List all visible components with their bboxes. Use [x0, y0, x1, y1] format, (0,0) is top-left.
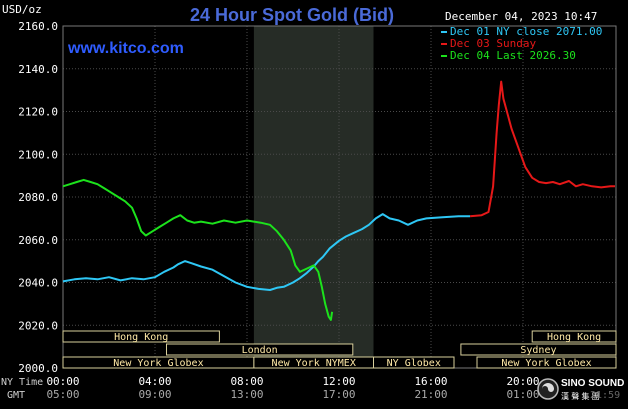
x-tick-label-gmt: 09:00 — [138, 388, 171, 401]
y-tick-label: 2040.0 — [18, 277, 58, 290]
sino-sound-watermark: SINO SOUND 漢 聲 集 團 21:59 — [537, 378, 624, 401]
legend-entry: Dec 03 Sunday — [450, 37, 536, 50]
ny-time-row-label: NY Time — [1, 377, 43, 388]
gmt-row-label: GMT — [7, 390, 25, 401]
x-tick-label-gmt: 01:00 — [506, 388, 539, 401]
trading-session-box — [531, 330, 617, 343]
watermark-subtext: 漢 聲 集 團 — [561, 391, 600, 401]
trading-sessions: Hong Kong Hong Kong London Sydney New York G… — [62, 330, 617, 369]
nymex-session-highlight — [253, 26, 374, 368]
legend-entry: Dec 01 NY close 2071.00 — [450, 25, 602, 38]
trading-session-label: NY Globex — [387, 358, 441, 369]
x-tick-label-ny: 00:00 — [46, 375, 79, 388]
y-tick-label: 2120.0 — [18, 106, 58, 119]
trading-session-label: Hong Kong — [114, 332, 168, 343]
sino-sound-logo-swirl — [542, 383, 554, 392]
trading-session-label: Sydney — [520, 345, 556, 356]
trading-session-label: Hong Kong — [547, 332, 601, 343]
series-line-1 — [470, 80, 615, 218]
legend-entry: Dec 04 Last 2026.30 — [450, 49, 576, 62]
trading-session-box — [476, 356, 617, 369]
y-axis-ticks: 2000.0 2020.0 2040.0 2060.0 2080.0 2100.0 2120… — [18, 20, 58, 375]
x-tick-label-gmt: 05:00 — [46, 388, 79, 401]
watermark-partial-time: 21:59 — [590, 390, 620, 401]
x-tick-label-gmt: 17:00 — [322, 388, 355, 401]
y-tick-label: 2000.0 — [18, 362, 58, 375]
watermark-text: SINO SOUND — [561, 378, 624, 389]
y-tick-label: 2160.0 — [18, 20, 58, 33]
x-tick-label-ny: 16:00 — [414, 375, 447, 388]
timestamp-label: December 04, 2023 10:47 — [445, 10, 597, 23]
trading-session-label: New York Globex — [501, 358, 591, 369]
y-tick-label: 2020.0 — [18, 319, 58, 332]
x-tick-label-gmt: 13:00 — [230, 388, 263, 401]
y-tick-label: 2080.0 — [18, 191, 58, 204]
series-line-2 — [62, 178, 334, 321]
x-tick-label-gmt: 21:00 — [414, 388, 447, 401]
trading-session-label: New York Globex — [113, 358, 203, 369]
trading-session-box — [62, 330, 220, 343]
x-tick-label-ny: 20:00 — [506, 375, 539, 388]
y-tick-label: 2060.0 — [18, 234, 58, 247]
x-tick-label-ny: 04:00 — [138, 375, 171, 388]
trading-session-box — [373, 356, 455, 369]
y-tick-label: 2100.0 — [18, 148, 58, 161]
trading-session-label: New York NYMEX — [272, 358, 356, 369]
y-axis-unit-label: USD/oz — [2, 3, 42, 16]
x-tick-label-ny: 08:00 — [230, 375, 263, 388]
website-label: www.kitco.com — [67, 40, 184, 57]
trading-session-box — [460, 343, 617, 356]
trading-session-box — [166, 343, 354, 356]
trading-session-label: London — [242, 345, 278, 356]
price-series — [62, 80, 615, 321]
series-line-0 — [62, 213, 471, 291]
x-tick-label-ny: 12:00 — [322, 375, 355, 388]
y-tick-label: 2140.0 — [18, 63, 58, 76]
chart-title: 24 Hour Spot Gold (Bid) — [190, 5, 394, 25]
